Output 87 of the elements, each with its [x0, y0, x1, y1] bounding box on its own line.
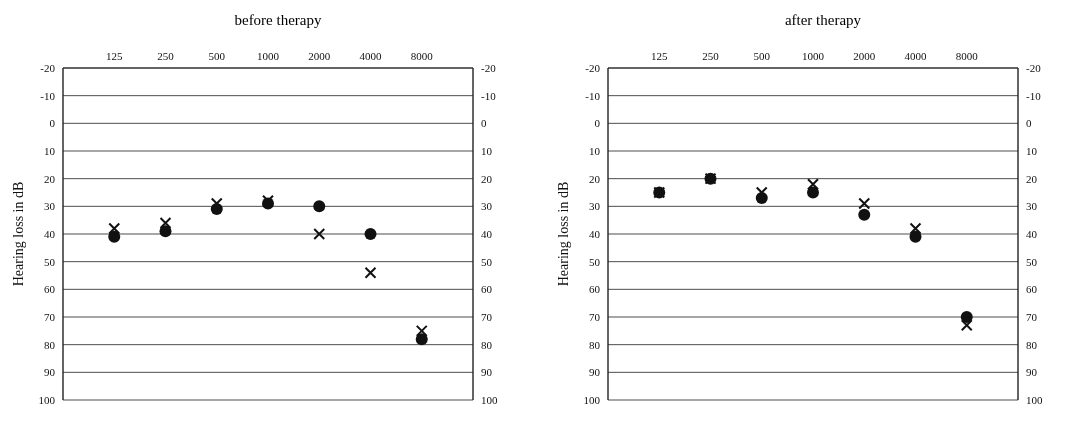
y-tick-label: 80 — [589, 338, 601, 351]
point — [364, 228, 377, 240]
y-tick-label: 100 — [583, 393, 601, 406]
y2-tick-label: -10 — [1026, 89, 1042, 102]
y-tick-label: 90 — [44, 366, 56, 379]
y-tick-label: 40 — [44, 227, 56, 240]
y2-tick-label: 80 — [481, 338, 493, 351]
y-tick-label: 80 — [44, 338, 56, 351]
y-tick-label: 60 — [589, 283, 601, 296]
x-tick-label: 4000 — [359, 50, 382, 62]
y-tick-label: 70 — [44, 310, 56, 323]
y-tick-label: 30 — [589, 200, 601, 213]
point — [364, 266, 377, 279]
y2-tick-label: 50 — [481, 255, 493, 268]
x-tick-label: 8000 — [410, 50, 434, 62]
y-tick-label: 30 — [44, 200, 56, 213]
point — [807, 186, 819, 199]
x-tick-label: 125 — [106, 50, 123, 62]
point — [909, 222, 922, 235]
chart-title: before therapy — [233, 11, 323, 30]
y-tick-label: -20 — [585, 61, 601, 74]
point — [108, 222, 121, 235]
y-tick-label: -10 — [40, 89, 56, 102]
x-tick-label: 125 — [651, 50, 668, 62]
point — [960, 311, 973, 323]
y-tick-label: 50 — [589, 255, 601, 268]
y2-tick-label: 50 — [1026, 255, 1038, 268]
y-tick-label: 70 — [589, 310, 601, 323]
x-tick-label: 2000 — [308, 50, 331, 62]
y-tick-label: 90 — [589, 366, 601, 379]
y2-tick-label: 10 — [481, 144, 493, 157]
point — [960, 319, 973, 332]
x-tick-label: 500 — [208, 50, 226, 62]
y2-tick-label: 100 — [1026, 393, 1043, 406]
x-tick-label: 250 — [157, 50, 175, 62]
point — [108, 230, 121, 243]
point — [415, 333, 428, 346]
y2-tick-label: 30 — [481, 200, 493, 213]
y2-tick-label: 40 — [481, 227, 493, 240]
y-tick-label: 10 — [44, 144, 56, 157]
y2-tick-label: 70 — [481, 310, 493, 323]
y2-tick-label: 70 — [1026, 310, 1038, 323]
x-tick-label: 8000 — [955, 50, 979, 62]
y2-tick-label: 20 — [1026, 172, 1038, 185]
point — [858, 197, 871, 210]
x-tick-label: 1000 — [257, 50, 280, 62]
point — [313, 228, 326, 240]
y-tick-label: 50 — [44, 255, 56, 268]
y-tick-label: 40 — [589, 227, 601, 240]
point — [858, 208, 871, 221]
y2-tick-label: 0 — [1026, 117, 1032, 130]
chart-title: after therapy — [783, 11, 863, 30]
y2-tick-label: 100 — [481, 393, 498, 406]
y2-tick-label: 60 — [1026, 283, 1038, 296]
point — [415, 324, 428, 337]
y-tick-label: 60 — [44, 283, 56, 296]
y-tick-label: -10 — [585, 89, 601, 102]
y-axis-title: Hearing loss in dB — [10, 181, 26, 287]
point — [313, 200, 326, 213]
x-tick-label: 500 — [753, 50, 771, 62]
x-tick-label: 2000 — [853, 50, 876, 62]
y-axis-title: Hearing loss in dB — [555, 181, 571, 287]
y-tick-label: 20 — [44, 172, 56, 185]
x-tick-label: 250 — [702, 50, 720, 62]
y2-tick-label: 40 — [1026, 227, 1038, 240]
y2-tick-label: 60 — [481, 283, 493, 296]
y2-tick-label: 0 — [481, 117, 487, 130]
x-tick-label: 4000 — [904, 50, 927, 62]
y2-tick-label: 90 — [1026, 366, 1038, 379]
y2-tick-label: -20 — [481, 61, 497, 74]
y-tick-label: 10 — [589, 144, 601, 157]
y-tick-label: 100 — [38, 393, 56, 406]
y-tick-label: 0 — [49, 117, 56, 130]
x-tick-label: 1000 — [802, 50, 825, 62]
y2-tick-label: -20 — [1026, 61, 1042, 74]
point — [159, 225, 172, 238]
y-tick-label: 20 — [589, 172, 601, 185]
y2-tick-label: 10 — [1026, 144, 1038, 157]
y-tick-label: 0 — [594, 117, 601, 130]
y2-tick-label: 30 — [1026, 200, 1038, 213]
point — [807, 178, 819, 191]
y2-tick-label: 80 — [1026, 338, 1038, 351]
y2-tick-label: -10 — [481, 89, 497, 102]
y2-tick-label: 20 — [481, 172, 493, 185]
point — [159, 216, 172, 229]
y2-tick-label: 90 — [481, 366, 493, 379]
y-tick-label: -20 — [40, 61, 56, 74]
